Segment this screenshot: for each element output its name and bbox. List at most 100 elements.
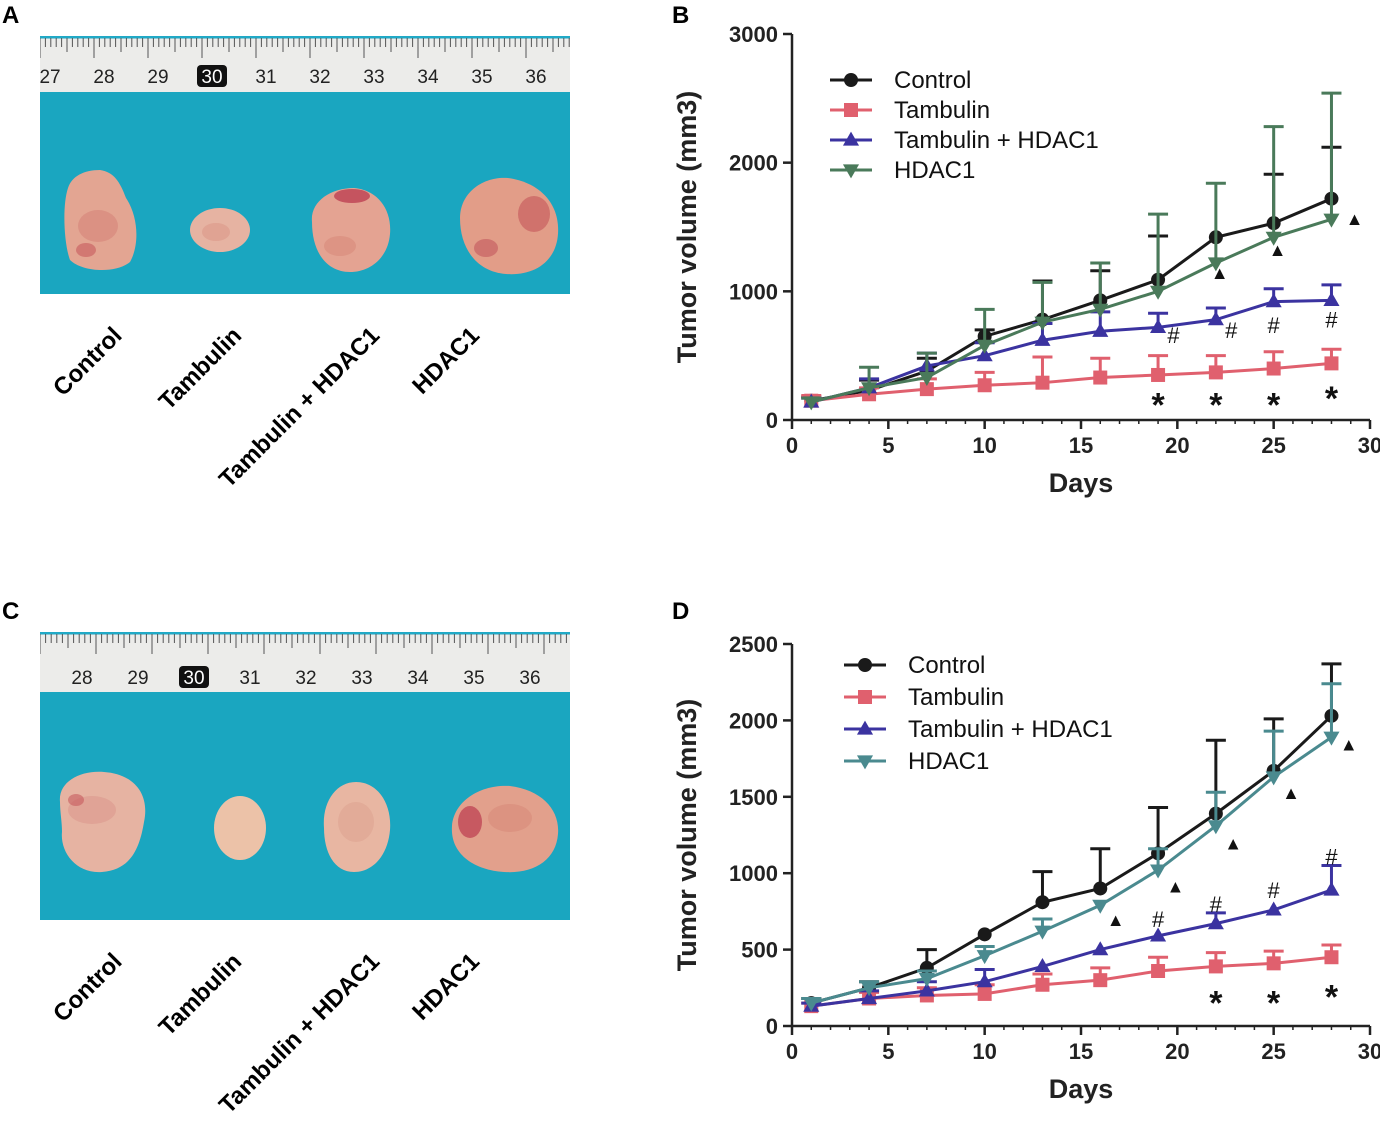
panel-letter-b: B <box>672 2 690 29</box>
significance-mark: * <box>1151 386 1165 424</box>
legend-label: HDAC1 <box>894 157 975 184</box>
series-tambulin-hdac1 <box>801 283 1342 408</box>
series-tambulin <box>801 347 1342 408</box>
data-point <box>976 347 993 362</box>
ruler-number: 32 <box>295 668 316 689</box>
legend-marker <box>842 131 860 146</box>
series-line <box>810 735 1333 1005</box>
data-point <box>977 378 992 393</box>
data-point <box>918 371 935 386</box>
x-tick-label: 0 <box>786 433 798 458</box>
tumor-hdac1-c <box>451 785 559 873</box>
x-axis-title: Days <box>1049 1074 1114 1104</box>
data-point <box>1207 311 1224 326</box>
significance-mark: ▲ <box>1346 209 1364 229</box>
tumor-photo-c: 28 29 30 31 32 33 34 35 36 <box>40 632 570 920</box>
significance-mark: # <box>1210 892 1223 917</box>
significance-mark: ▲ <box>1166 876 1184 896</box>
data-point <box>1035 375 1050 390</box>
data-point <box>1034 958 1051 973</box>
ruler-number: 34 <box>407 668 429 689</box>
x-tick-label: 25 <box>1261 1039 1285 1064</box>
panel-letter-c: C <box>2 598 20 625</box>
data-point <box>1207 820 1224 835</box>
data-point <box>1265 901 1282 916</box>
data-point <box>1150 864 1167 879</box>
legend: Control Tambulin Tambulin + HDAC1 HDAC1 <box>844 652 1113 775</box>
data-point <box>1266 361 1281 376</box>
significance-mark: # <box>1167 323 1180 348</box>
legend-label: Tambulin <box>894 97 990 124</box>
data-point <box>1150 318 1167 333</box>
data-point <box>1092 941 1109 956</box>
legend-marker <box>856 755 874 770</box>
y-tick-label: 0 <box>766 408 778 433</box>
data-point <box>1093 370 1108 385</box>
data-point <box>1207 915 1224 930</box>
significance-mark: * <box>1325 380 1339 418</box>
series-hdac1 <box>801 91 1342 411</box>
sample-label-a-control: Control <box>47 322 128 402</box>
tumor-control-a <box>64 170 137 271</box>
data-point <box>1034 331 1051 346</box>
data-point <box>976 339 993 354</box>
data-point <box>1092 303 1109 318</box>
data-point <box>1323 213 1340 228</box>
series-line <box>811 955 1332 1008</box>
series-line <box>811 361 1332 403</box>
y-tick-label: 1000 <box>729 279 778 304</box>
data-point <box>1151 963 1166 978</box>
ruler-number: 33 <box>363 67 384 88</box>
significance-mark: # <box>1152 907 1165 932</box>
ruler-number: 34 <box>417 67 439 88</box>
data-point <box>976 950 993 965</box>
ruler-number: 36 <box>519 668 540 689</box>
ruler-number: 28 <box>71 668 92 689</box>
y-tick-label: 1500 <box>729 785 778 810</box>
sample-label-a-hdac1: HDAC1 <box>407 322 486 400</box>
legend-label: Control <box>908 652 985 679</box>
ruler-highlight <box>179 666 209 688</box>
ruler-number: 27 <box>40 67 61 88</box>
tumor-photo-a: 27 28 29 30 31 32 33 34 35 36 <box>40 36 570 294</box>
ruler-number: 29 <box>127 668 148 689</box>
data-point <box>1093 973 1108 988</box>
data-point <box>1150 927 1167 942</box>
legend: Control Tambulin Tambulin + HDAC1 HDAC1 <box>830 67 1099 184</box>
significance-mark: # <box>1325 844 1338 869</box>
sample-label-a-tambulin: Tambulin <box>153 322 248 416</box>
significance-mark: * <box>1209 984 1223 1022</box>
legend-label: Tambulin + HDAC1 <box>894 127 1099 154</box>
sample-label-c-hdac1: HDAC1 <box>407 948 486 1026</box>
chart-d: 0 5 10 15 20 25 30 0 500 1000 1500 2000 2500 Days Tumo… <box>672 632 1380 1104</box>
data-point <box>1324 950 1339 965</box>
data-point <box>976 973 993 988</box>
x-tick-label: 15 <box>1069 433 1093 458</box>
y-tick-label: 2000 <box>729 151 778 176</box>
data-point <box>803 396 820 411</box>
panel-letter-a: A <box>2 2 20 29</box>
data-point <box>1093 881 1108 896</box>
series-line <box>810 217 1332 404</box>
significance-mark: * <box>1267 386 1281 424</box>
panel-letter-d: D <box>672 598 690 625</box>
data-point <box>918 982 935 997</box>
legend-label: Tambulin + HDAC1 <box>908 716 1113 743</box>
legend-marker <box>858 690 872 704</box>
data-point <box>1092 322 1109 337</box>
y-tick-label: 0 <box>766 1014 778 1039</box>
y-tick-label: 1000 <box>729 861 778 886</box>
x-tick-label: 0 <box>786 1039 798 1064</box>
data-point <box>1265 771 1282 786</box>
x-tick-label: 30 <box>1358 433 1380 458</box>
data-point <box>1266 956 1281 971</box>
legend-marker <box>844 73 858 87</box>
data-point <box>1034 316 1051 331</box>
ruler-number: 30 <box>201 67 222 88</box>
tumor-control-c <box>59 771 146 873</box>
x-tick-label: 5 <box>882 1039 894 1064</box>
sample-label-c-control: Control <box>47 948 128 1028</box>
data-point <box>1265 293 1282 308</box>
significance-mark: # <box>1325 308 1338 333</box>
data-point <box>1208 365 1223 380</box>
